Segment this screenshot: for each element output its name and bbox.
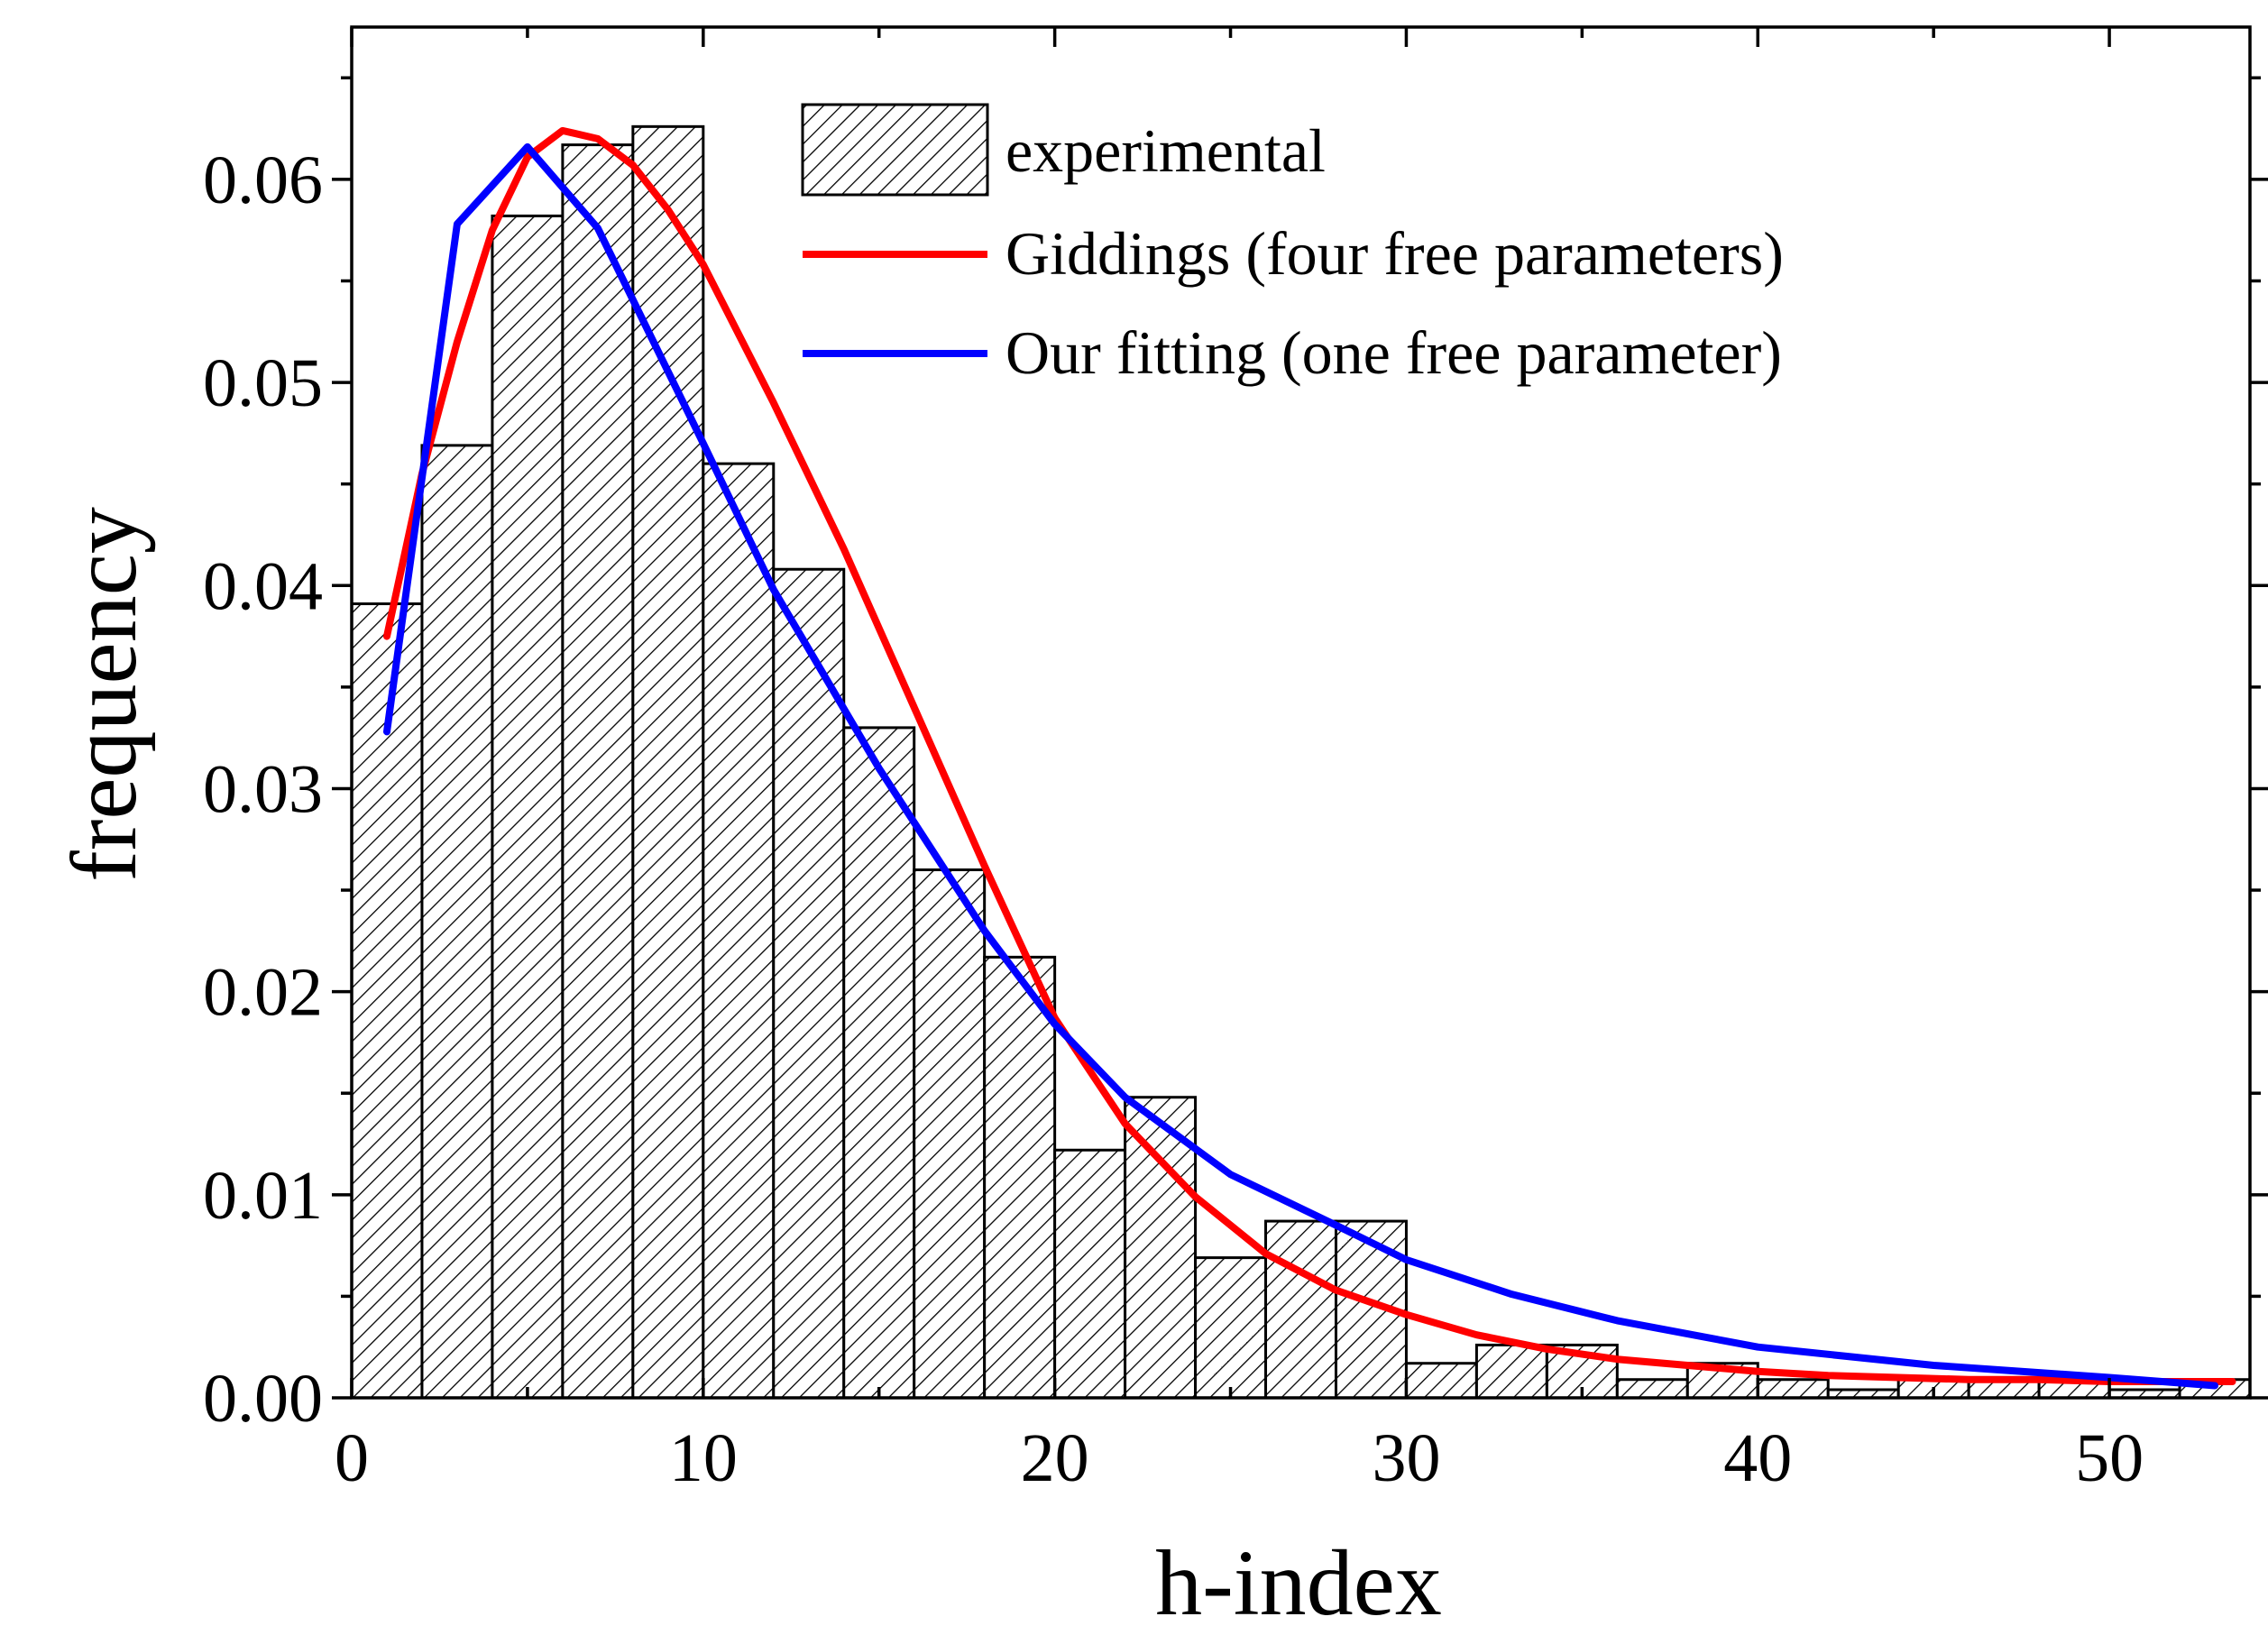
histogram-bar-9: [983, 955, 1057, 1400]
fit-curves: [382, 126, 2236, 1390]
histogram-bars: [350, 124, 2252, 1400]
x-tick-label: 40: [1723, 1420, 1792, 1496]
y-tick-label: 0.00: [203, 1361, 323, 1437]
legend: experimental Giddings (four free paramet…: [801, 103, 1784, 387]
histogram-bar-5: [702, 462, 776, 1400]
our-fitting-line: [382, 142, 2219, 1390]
histogram-bar-11: [1124, 1096, 1198, 1400]
legend-label-experimental: experimental: [1005, 116, 1326, 185]
histogram-bar-18: [1615, 1378, 1689, 1400]
histogram-bar-12: [1194, 1256, 1268, 1400]
legend-label-giddings: Giddings (four free parameters): [1005, 219, 1784, 288]
y-axis-title: frequency: [52, 507, 156, 882]
y-tick-label: 0.02: [203, 955, 323, 1031]
histogram-bar-2: [491, 214, 565, 1400]
histogram-bar-16: [1474, 1343, 1548, 1400]
histogram-bar-10: [1053, 1148, 1127, 1400]
y-tick-label: 0.05: [203, 345, 323, 421]
legend-label-our-fitting: Our fitting (one free parameter): [1005, 318, 1782, 387]
y-tick-label: 0.03: [203, 751, 323, 827]
x-axis-title: h-index: [1155, 1531, 1442, 1635]
histogram-bar-15: [1404, 1362, 1478, 1400]
histogram-bar-7: [842, 726, 916, 1400]
axis-ticks: [332, 27, 2268, 1400]
histogram-bar-3: [561, 143, 635, 1400]
histogram-bar-1: [420, 444, 494, 1400]
y-tick-label: 0.06: [203, 142, 323, 218]
giddings-fit-line: [382, 126, 2236, 1385]
x-tick-label: 20: [1021, 1420, 1089, 1496]
histogram-bar-8: [913, 868, 987, 1400]
histogram-bar-20: [1756, 1378, 1830, 1400]
legend-swatch-experimental: [801, 103, 989, 197]
x-tick-label: 10: [669, 1420, 738, 1496]
histogram-bar-13: [1264, 1219, 1337, 1400]
histogram-bar-0: [350, 602, 424, 1400]
x-tick-label: 50: [2075, 1420, 2144, 1496]
x-tick-labels: 0 10 20 30 40 50: [335, 1420, 2144, 1496]
y-tick-label: 0.04: [203, 548, 323, 624]
x-tick-label: 30: [1372, 1420, 1440, 1496]
y-tick-labels: 0.00 0.01 0.02 0.03 0.04 0.05 0.06: [203, 142, 323, 1437]
y-tick-label: 0.01: [203, 1158, 323, 1234]
x-tick-label: 0: [335, 1420, 369, 1496]
plot-frame: [350, 25, 2252, 1400]
